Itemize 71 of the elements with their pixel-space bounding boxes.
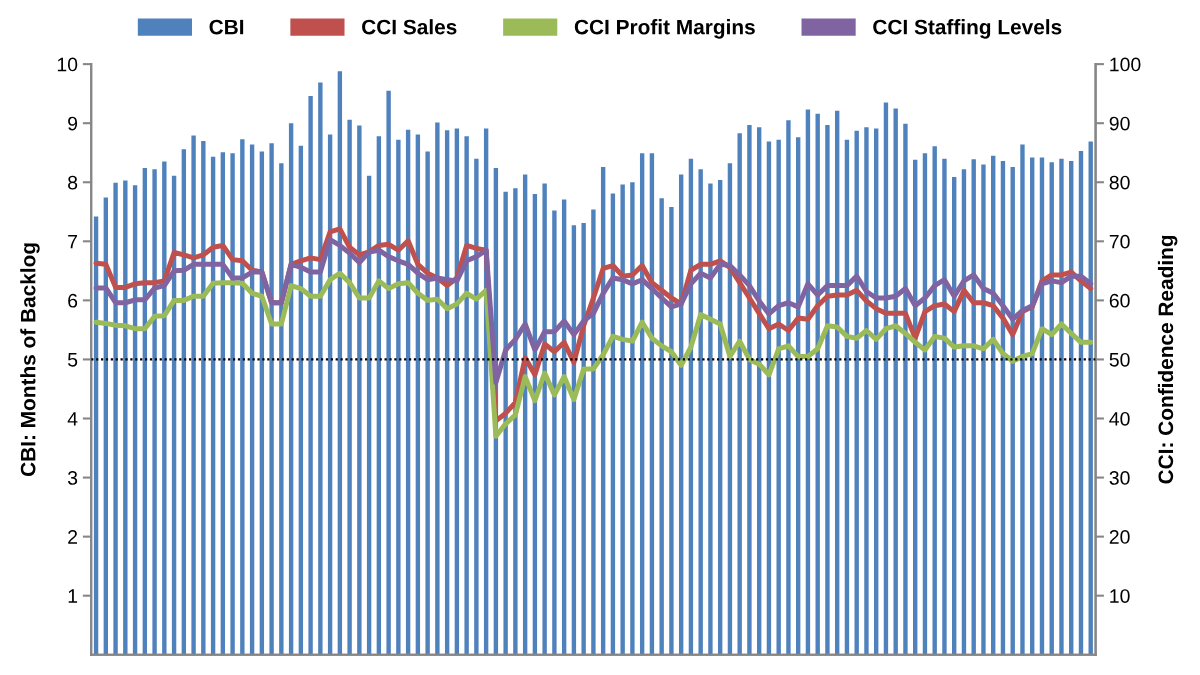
bar bbox=[815, 113, 820, 655]
legend-label: CBI bbox=[209, 19, 244, 35]
y2-axis-title: CCI: Confidence Reading bbox=[1157, 235, 1178, 484]
y-tick-label: 2 bbox=[68, 530, 78, 544]
y2-tick-label: 40 bbox=[1109, 411, 1130, 426]
bar bbox=[825, 124, 830, 655]
bar bbox=[357, 125, 362, 655]
bar bbox=[854, 130, 859, 655]
bar bbox=[347, 119, 352, 655]
y2-tick-label: 80 bbox=[1109, 175, 1130, 190]
bar bbox=[981, 164, 986, 655]
bar bbox=[279, 163, 284, 655]
bar bbox=[581, 223, 586, 655]
y2-tick-label: 90 bbox=[1109, 116, 1130, 131]
bar bbox=[591, 209, 596, 655]
y-tick-label: 3 bbox=[67, 471, 78, 485]
bar bbox=[708, 183, 713, 655]
legend-label: CCI Sales bbox=[362, 19, 457, 35]
y2-tick-label: 20 bbox=[1109, 530, 1130, 544]
bar bbox=[269, 143, 274, 655]
legend-label: CCI Profit Margins bbox=[574, 19, 755, 39]
bar bbox=[230, 153, 235, 655]
bar bbox=[464, 136, 469, 655]
bar bbox=[620, 184, 625, 655]
bar bbox=[396, 139, 401, 655]
bar bbox=[864, 127, 869, 655]
y-tick-label: 6 bbox=[68, 293, 78, 308]
y2-tick-label: 70 bbox=[1109, 234, 1130, 249]
bar bbox=[630, 182, 635, 655]
bar bbox=[113, 182, 118, 655]
bar bbox=[737, 133, 742, 655]
bar bbox=[318, 82, 323, 655]
bar bbox=[776, 139, 781, 655]
y2-tick-label: 30 bbox=[1109, 471, 1130, 485]
bar bbox=[747, 124, 752, 655]
y2-tick-label: 100 bbox=[1110, 57, 1141, 72]
bar bbox=[503, 191, 508, 655]
y2-tick-label: 10 bbox=[1110, 589, 1130, 603]
bar bbox=[152, 169, 157, 655]
bar bbox=[903, 123, 908, 655]
bar bbox=[552, 210, 557, 655]
bar bbox=[542, 183, 547, 655]
legend-label: CCI Staffing Levels bbox=[873, 19, 1062, 39]
bar bbox=[162, 161, 167, 655]
bar bbox=[786, 120, 791, 655]
y-tick-label: 10 bbox=[57, 57, 78, 72]
y-tick-label: 7 bbox=[68, 234, 78, 249]
bar bbox=[1059, 158, 1064, 655]
bar bbox=[513, 188, 518, 655]
bar bbox=[669, 207, 674, 655]
bar bbox=[425, 151, 430, 655]
y-tick-label: 4 bbox=[67, 412, 78, 426]
bar bbox=[386, 90, 391, 655]
y-axis-title: CBI: Months of Backlog bbox=[20, 243, 40, 477]
y-tick-label: 8 bbox=[68, 175, 78, 190]
bar bbox=[240, 139, 245, 655]
y-tick-label: 9 bbox=[68, 116, 78, 131]
bar bbox=[474, 158, 479, 655]
bar bbox=[698, 169, 703, 655]
bar bbox=[1020, 144, 1025, 655]
bar bbox=[659, 198, 664, 655]
y2-tick-label: 60 bbox=[1109, 293, 1130, 308]
y-tick-label: 5 bbox=[67, 353, 78, 367]
y-tick-label: 1 bbox=[68, 589, 78, 603]
y2-tick-label: 50 bbox=[1109, 352, 1130, 367]
bar bbox=[123, 180, 128, 655]
bar bbox=[942, 158, 947, 655]
bar bbox=[201, 140, 206, 655]
bar bbox=[191, 135, 196, 655]
bar bbox=[308, 96, 313, 655]
bar bbox=[435, 122, 440, 655]
